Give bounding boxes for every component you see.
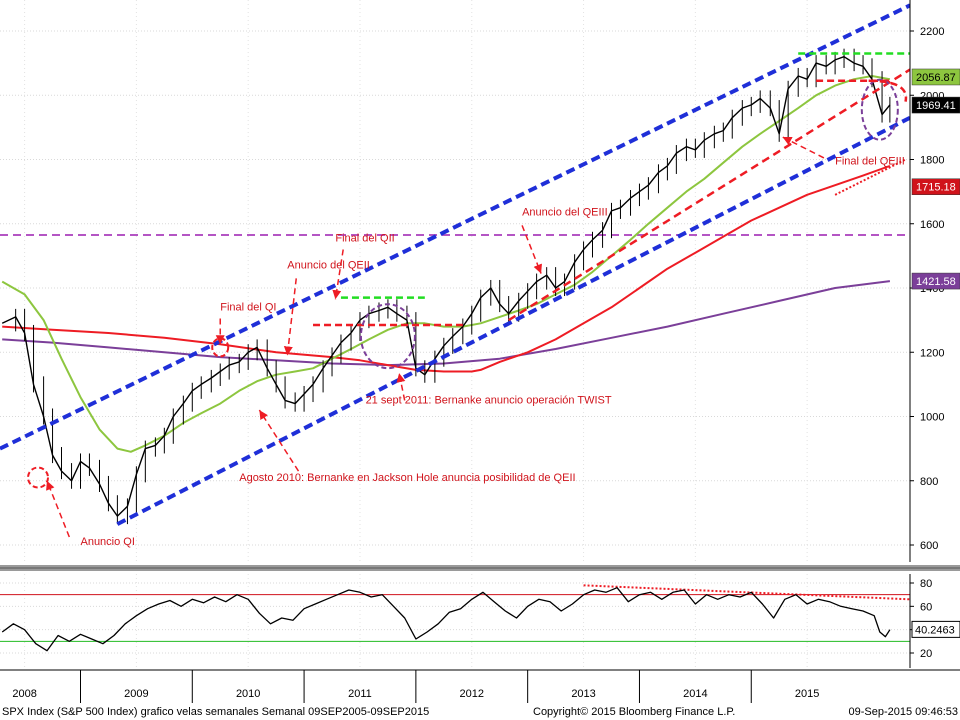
x-tick-label: 2009 — [124, 688, 148, 700]
arrow-anuncio-qeiii — [521, 225, 542, 274]
panel-separator — [0, 565, 960, 571]
footer: SPX Index (S&P 500 Index) grafico velas … — [2, 706, 958, 718]
red-dotted-trend — [834, 158, 906, 196]
annotation-label: Agosto 2010: Bernanke en Jackson Hole an… — [239, 472, 575, 484]
price-badge: 1421.58 — [916, 276, 956, 288]
indicator-series — [1, 584, 911, 652]
series-price — [1, 56, 891, 517]
footer-bg — [0, 703, 960, 720]
price-tick-label: 1000 — [920, 412, 944, 424]
x-tick-label: 2008 — [12, 688, 36, 700]
indicator-tick-label: 80 — [920, 578, 932, 590]
footer-right: 09-Sep-2015 09:46:53 — [849, 706, 958, 718]
circle-anuncio-qi — [27, 466, 50, 489]
x-tick-label: 2015 — [795, 688, 819, 700]
annotations: Final del QI Anuncio del QEII Final del QI… — [80, 155, 904, 548]
price-badges: 2056.87 1969.41 1715.18 1421.58 — [911, 68, 960, 290]
annotation-label: 21 sept 2011: Bernanke anuncio operación… — [366, 395, 612, 407]
annotation-label: Anuncio del QEII — [287, 260, 370, 272]
annotation-label: Final del QII — [335, 232, 394, 244]
indicator-axis: 2040608040.2463 — [909, 574, 960, 668]
indicator-tick-label: 20 — [920, 648, 932, 660]
circle-2015 — [860, 78, 899, 141]
footer-center: Copyright© 2015 Bloomberg Finance L.P. — [533, 706, 735, 718]
x-tick-label: 2014 — [683, 688, 707, 700]
arrow-anuncio-qi — [46, 480, 71, 538]
price-badge-bg — [911, 68, 960, 86]
price-badge: 1715.18 — [916, 182, 956, 194]
indicator-badge-bg — [911, 620, 960, 638]
x-tick-label: 2013 — [571, 688, 595, 700]
circle-final-qi — [211, 337, 230, 358]
red-arc-2015 — [868, 79, 908, 102]
indicator-grid — [0, 574, 910, 668]
lower-channel — [116, 115, 911, 526]
x-tick-label: 2011 — [348, 688, 372, 700]
annotation-label: Anuncio del QEIII — [522, 207, 608, 219]
arrow-final-qeiii — [782, 136, 825, 159]
price-badge-bg — [911, 178, 960, 195]
price-tick-label: 600 — [920, 540, 938, 552]
x-tick-label: 2012 — [460, 688, 484, 700]
price-badge-bg — [911, 272, 960, 290]
series-rsi — [1, 587, 891, 652]
annotation-label: Final del QI — [220, 301, 276, 313]
price-badge-bg — [911, 96, 960, 114]
circle-twist-2011 — [359, 303, 416, 370]
price-badge: 2056.87 — [916, 72, 956, 84]
indicator-badge: 40.2463 — [915, 624, 955, 636]
arrow-anuncio-qeii — [283, 278, 297, 356]
price-tick-label: 1200 — [920, 347, 944, 359]
indicator-tick-label: 60 — [920, 601, 932, 613]
price-series — [1, 48, 891, 525]
x-axis: 2008 2009 2010 2011 2012 2013 2014 2015 — [0, 669, 960, 720]
price-tick-label: 800 — [920, 476, 938, 488]
price-tick-label: 1600 — [920, 219, 944, 231]
arrow-twist — [396, 372, 406, 401]
arrow-jackson-hole — [258, 409, 300, 472]
highlight-circles — [27, 78, 908, 489]
x-tick-label: 2010 — [236, 688, 260, 700]
price-badge: 1969.41 — [916, 100, 956, 112]
annotation-arrows — [46, 136, 825, 538]
price-channel-lines — [0, 3, 911, 526]
price-tick-label: 1800 — [920, 155, 944, 167]
red-support-line — [507, 68, 911, 322]
price-tick-label: 2200 — [920, 26, 944, 38]
rsi-dotted-trend — [583, 584, 911, 601]
arrow-final-qii — [332, 249, 344, 300]
annotation-label: Final del QEIII — [835, 155, 905, 167]
annotation-label: Anuncio QI — [80, 536, 134, 548]
upper-channel — [0, 3, 911, 451]
footer-left: SPX Index (S&P 500 Index) grafico velas … — [2, 706, 429, 718]
